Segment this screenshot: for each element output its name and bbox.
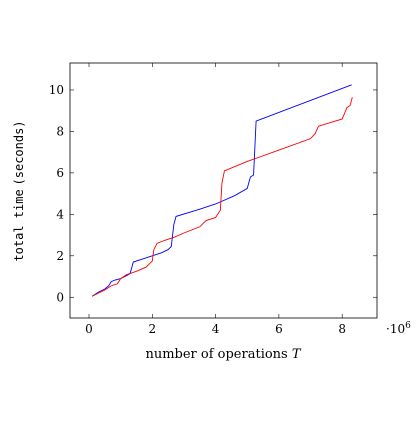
y-tick-label-2: 4 xyxy=(56,207,64,221)
x-tick-label-1: 2 xyxy=(148,322,156,336)
x-tick-label-2: 4 xyxy=(212,322,220,336)
x-tick-label-0: 0 xyxy=(85,322,93,336)
y-axis-label: total time (seconds) xyxy=(12,120,26,261)
series-line-1 xyxy=(91,84,352,297)
series-line-2 xyxy=(91,97,353,297)
y-tick-label-0: 0 xyxy=(56,290,64,304)
x-tick-label-3: 6 xyxy=(275,322,283,336)
x-tick-label-4: 8 xyxy=(338,322,346,336)
y-tick-label-4: 8 xyxy=(56,124,64,138)
y-tick-label-3: 6 xyxy=(56,166,64,180)
x-axis-label: number of operations T xyxy=(145,347,301,362)
x-axis-ticks: 0 2 4 6 8 xyxy=(85,63,346,336)
x-axis-multiplier: ·106 xyxy=(386,321,411,336)
y-tick-label-1: 2 xyxy=(56,249,64,263)
series-layer xyxy=(91,84,353,297)
y-tick-label-5: 10 xyxy=(49,83,64,97)
plot-frame xyxy=(69,62,378,319)
y-axis-ticks: 0 2 4 6 8 10 xyxy=(49,83,377,304)
